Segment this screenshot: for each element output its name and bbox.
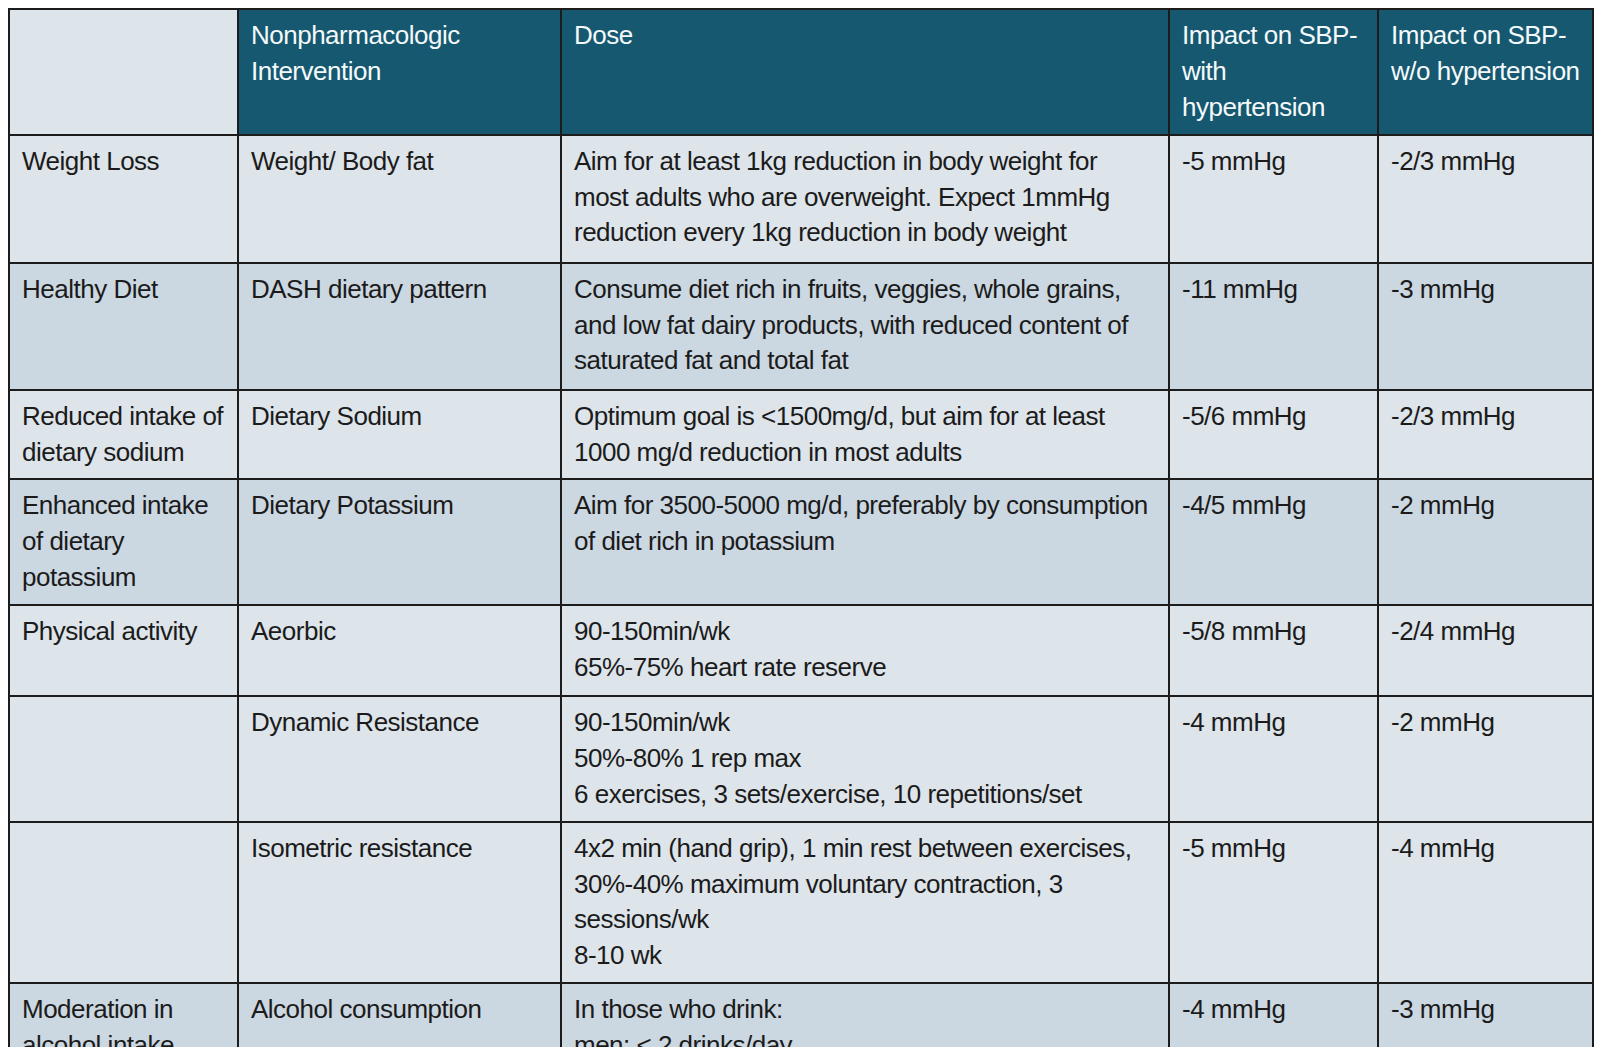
intervention-cell: Dietary Potassium bbox=[238, 479, 561, 605]
impact-with-hypertension-cell: -4 mmHg bbox=[1169, 696, 1378, 822]
table-row: Dynamic Resistance 90-150min/wk 50%-80% … bbox=[9, 696, 1593, 822]
column-header-nonpharmacologic-intervention: Nonpharmacologic Intervention bbox=[238, 9, 561, 135]
intervention-cell: Dietary Sodium bbox=[238, 390, 561, 480]
category-cell: Weight Loss bbox=[9, 135, 238, 263]
corner-cell bbox=[9, 9, 238, 135]
impact-without-hypertension-cell: -3 mmHg bbox=[1378, 263, 1593, 390]
impact-without-hypertension-cell: -2 mmHg bbox=[1378, 696, 1593, 822]
table-row: Weight Loss Weight/ Body fat Aim for at … bbox=[9, 135, 1593, 263]
page: Nonpharmacologic Intervention Dose Impac… bbox=[0, 0, 1600, 1047]
impact-without-hypertension-cell: -2/4 mmHg bbox=[1378, 605, 1593, 696]
category-cell: Enhanced intake of dietary potassium bbox=[9, 479, 238, 605]
category-cell: Healthy Diet bbox=[9, 263, 238, 390]
table-row: Isometric resistance 4x2 min (hand grip)… bbox=[9, 822, 1593, 984]
table-row: Healthy Diet DASH dietary pattern Consum… bbox=[9, 263, 1593, 390]
impact-with-hypertension-cell: -5 mmHg bbox=[1169, 822, 1378, 984]
dose-cell: 90-150min/wk 50%-80% 1 rep max 6 exercis… bbox=[561, 696, 1169, 822]
category-cell: Physical activity bbox=[9, 605, 238, 696]
category-cell: Reduced intake of dietary sodium bbox=[9, 390, 238, 480]
impact-with-hypertension-cell: -11 mmHg bbox=[1169, 263, 1378, 390]
impact-with-hypertension-cell: -5/6 mmHg bbox=[1169, 390, 1378, 480]
dose-cell: In those who drink: men: < 2 drinks/day … bbox=[561, 983, 1169, 1047]
table-row: Moderation in alcohol intake Alcohol con… bbox=[9, 983, 1593, 1047]
header-row: Nonpharmacologic Intervention Dose Impac… bbox=[9, 9, 1593, 135]
table-row: Physical activity Aeorbic 90-150min/wk 6… bbox=[9, 605, 1593, 696]
column-header-dose: Dose bbox=[561, 9, 1169, 135]
dose-cell: Consume diet rich in fruits, veggies, wh… bbox=[561, 263, 1169, 390]
category-cell: Moderation in alcohol intake bbox=[9, 983, 238, 1047]
impact-with-hypertension-cell: -4 mmHg bbox=[1169, 983, 1378, 1047]
table-body: Weight Loss Weight/ Body fat Aim for at … bbox=[9, 135, 1593, 1047]
category-cell bbox=[9, 696, 238, 822]
intervention-cell: Aeorbic bbox=[238, 605, 561, 696]
intervention-cell: Weight/ Body fat bbox=[238, 135, 561, 263]
nonpharmacologic-interventions-table: Nonpharmacologic Intervention Dose Impac… bbox=[8, 8, 1594, 1047]
impact-without-hypertension-cell: -2/3 mmHg bbox=[1378, 390, 1593, 480]
impact-without-hypertension-cell: -2 mmHg bbox=[1378, 479, 1593, 605]
column-header-impact-sbp-with-hypertension: Impact on SBP- with hypertension bbox=[1169, 9, 1378, 135]
column-header-impact-sbp-without-hypertension: Impact on SBP-w/o hypertension bbox=[1378, 9, 1593, 135]
impact-without-hypertension-cell: -4 mmHg bbox=[1378, 822, 1593, 984]
impact-without-hypertension-cell: -3 mmHg bbox=[1378, 983, 1593, 1047]
dose-cell: Optimum goal is <1500mg/d, but aim for a… bbox=[561, 390, 1169, 480]
intervention-cell: DASH dietary pattern bbox=[238, 263, 561, 390]
intervention-cell: Alcohol consumption bbox=[238, 983, 561, 1047]
intervention-cell: Dynamic Resistance bbox=[238, 696, 561, 822]
table-row: Reduced intake of dietary sodium Dietary… bbox=[9, 390, 1593, 480]
dose-cell: Aim for 3500-5000 mg/d, preferably by co… bbox=[561, 479, 1169, 605]
impact-with-hypertension-cell: -4/5 mmHg bbox=[1169, 479, 1378, 605]
dose-cell: 4x2 min (hand grip), 1 min rest between … bbox=[561, 822, 1169, 984]
dose-cell: 90-150min/wk 65%-75% heart rate reserve bbox=[561, 605, 1169, 696]
impact-with-hypertension-cell: -5/8 mmHg bbox=[1169, 605, 1378, 696]
impact-without-hypertension-cell: -2/3 mmHg bbox=[1378, 135, 1593, 263]
intervention-cell: Isometric resistance bbox=[238, 822, 561, 984]
impact-with-hypertension-cell: -5 mmHg bbox=[1169, 135, 1378, 263]
table-row: Enhanced intake of dietary potassium Die… bbox=[9, 479, 1593, 605]
dose-cell: Aim for at least 1kg reduction in body w… bbox=[561, 135, 1169, 263]
category-cell bbox=[9, 822, 238, 984]
